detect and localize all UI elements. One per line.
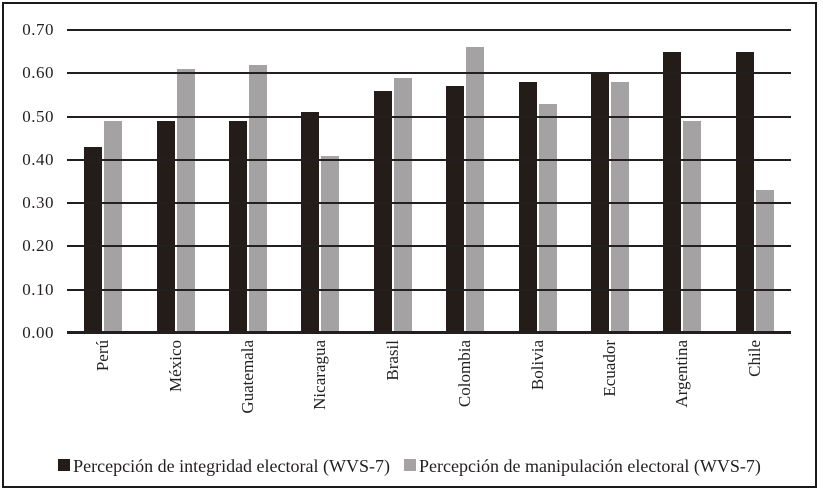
- bars-container: [67, 30, 791, 333]
- x-axis-label: Nicaragua: [310, 340, 330, 410]
- legend-swatch: [404, 459, 416, 471]
- bar: [466, 47, 485, 333]
- legend-label: Percepción de integridad electoral (WVS-…: [73, 455, 390, 476]
- y-tick-label: 0.60: [22, 63, 54, 83]
- x-axis-label: Guatemala: [238, 340, 258, 414]
- y-axis-labels: 0.00 0.10 0.20 0.30 0.40 0.50 0.60 0.70: [10, 20, 54, 342]
- bar: [735, 51, 754, 333]
- x-label-cell: México: [139, 336, 211, 448]
- bar: [321, 155, 340, 333]
- bar-group-8: [646, 30, 718, 333]
- x-label-cell: Bolivia: [501, 336, 573, 448]
- y-tick-label: 0.10: [22, 279, 54, 299]
- bar: [176, 68, 195, 333]
- legend-label: Percepción de manipulación electoral (WV…: [419, 455, 761, 476]
- bar-group-0: [67, 30, 139, 333]
- x-axis-line: [67, 331, 791, 334]
- bar: [755, 190, 774, 333]
- x-label-cell: Colombia: [429, 336, 501, 448]
- legend-item: Percepción de manipulación electoral (WV…: [404, 456, 761, 477]
- x-axis-label: Chile: [744, 340, 764, 377]
- y-tick-label: 0.40: [22, 149, 54, 169]
- bar: [538, 103, 557, 333]
- bar: [84, 146, 103, 333]
- x-axis-label: Ecuador: [600, 340, 620, 397]
- gridline: [67, 72, 791, 75]
- x-axis-label: México: [165, 340, 185, 392]
- bar-group-3: [284, 30, 356, 333]
- x-label-cell: Nicaragua: [284, 336, 356, 448]
- bar: [611, 81, 630, 333]
- bar: [104, 120, 123, 333]
- x-label-cell: Chile: [719, 336, 791, 448]
- bar-group-4: [357, 30, 429, 333]
- bar-group-2: [212, 30, 284, 333]
- x-axis-label: Brasil: [382, 340, 402, 381]
- x-axis-labels: Perú México Guatemala Nicaragua Brasil Colomb…: [67, 336, 791, 448]
- bar: [446, 86, 465, 333]
- x-label-cell: Argentina: [646, 336, 718, 448]
- bar: [156, 120, 175, 333]
- chart-frame: 0.00 0.10 0.20 0.30 0.40 0.50 0.60 0.70 Perú Méx…: [2, 2, 817, 488]
- y-tick-label: 0.50: [22, 106, 54, 126]
- y-tick-label: 0.70: [22, 20, 54, 39]
- bar-group-6: [501, 30, 573, 333]
- legend-item: Percepción de integridad electoral (WVS-…: [58, 456, 390, 477]
- bar: [301, 112, 320, 333]
- x-axis-label: Perú: [93, 340, 113, 372]
- x-axis-label: Bolivia: [527, 340, 547, 391]
- bar-group-9: [719, 30, 791, 333]
- bar: [518, 81, 537, 333]
- y-tick-label: 0.20: [22, 236, 54, 256]
- y-tick-label: 0.00: [22, 323, 54, 342]
- x-axis-label: Colombia: [455, 340, 475, 408]
- x-label-cell: Brasil: [357, 336, 429, 448]
- plot-area: [67, 29, 791, 334]
- bar: [663, 51, 682, 333]
- gridline: [67, 115, 791, 118]
- legend-swatch: [58, 459, 71, 471]
- bar-group-1: [139, 30, 211, 333]
- gridline: [67, 158, 791, 161]
- y-tick-label: 0.30: [22, 193, 54, 213]
- x-label-cell: Guatemala: [212, 336, 284, 448]
- x-label-cell: Ecuador: [574, 336, 646, 448]
- gridline: [67, 245, 791, 248]
- x-axis-label: Argentina: [672, 340, 692, 408]
- bar: [683, 120, 702, 333]
- bar: [249, 64, 268, 333]
- x-label-cell: Perú: [67, 336, 139, 448]
- bar: [373, 90, 392, 333]
- bar-group-5: [429, 30, 501, 333]
- gridline: [67, 288, 791, 291]
- legend: Percepción de integridad electoral (WVS-…: [4, 450, 815, 482]
- gridline: [67, 202, 791, 205]
- bar: [393, 77, 412, 333]
- bar: [229, 120, 248, 333]
- gridline: [67, 29, 791, 31]
- bar-group-7: [574, 30, 646, 333]
